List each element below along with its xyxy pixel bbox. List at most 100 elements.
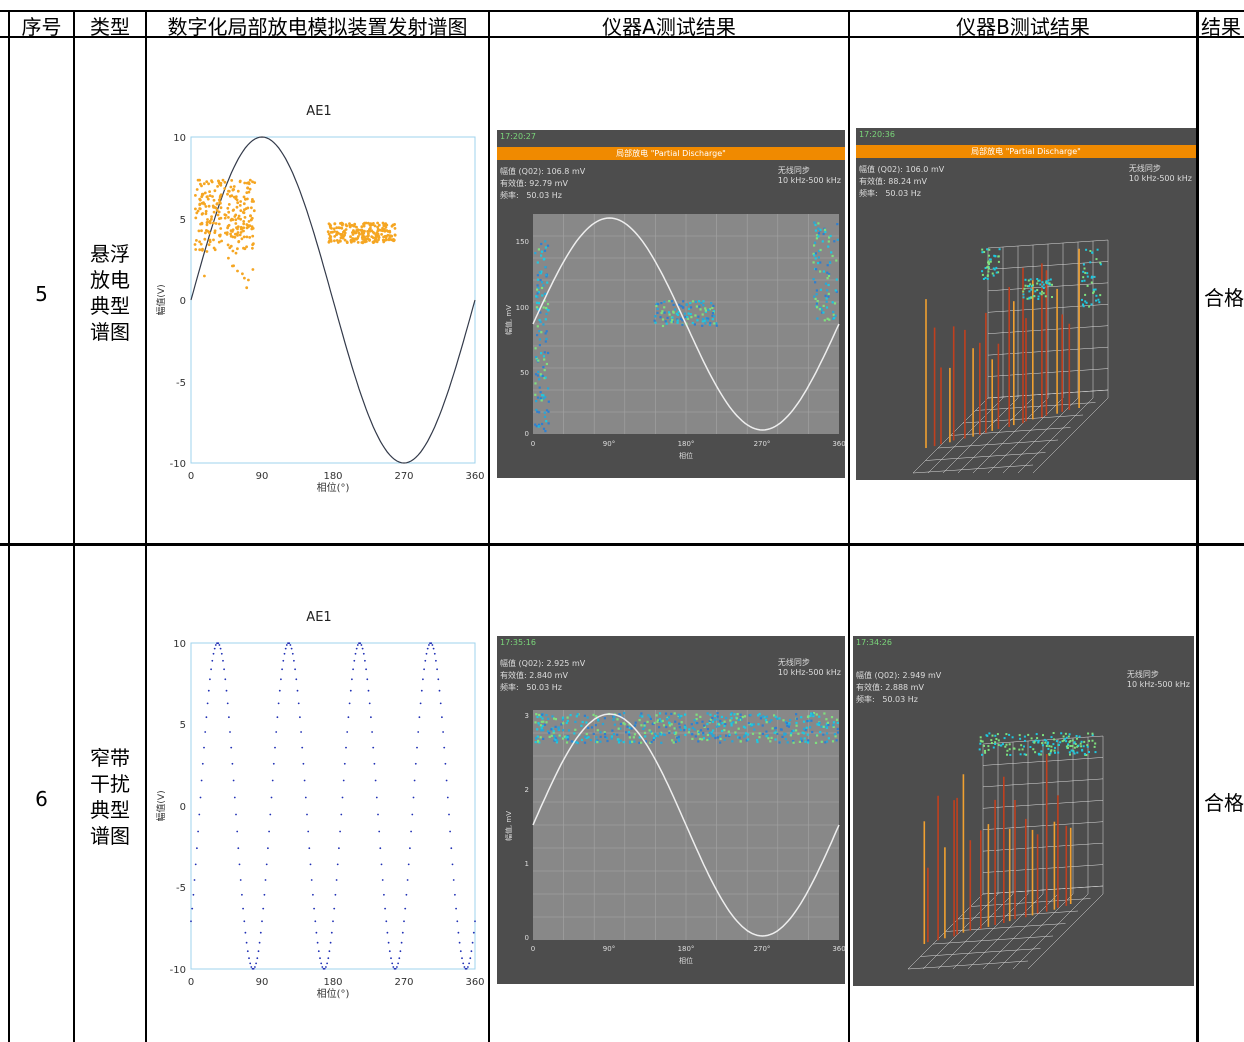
- heat-point: [580, 724, 583, 727]
- heat-point: [1003, 737, 1006, 740]
- heat-point: [984, 749, 986, 752]
- heat-point: [544, 246, 547, 249]
- wave-dot: [467, 966, 469, 968]
- heat-point: [661, 719, 664, 722]
- wave-dot: [377, 813, 379, 816]
- y-tick-label: -5: [176, 378, 186, 389]
- heat-point: [702, 737, 705, 740]
- heat-point: [606, 739, 609, 743]
- heat-point: [1097, 298, 1100, 301]
- heat-point: [819, 730, 822, 734]
- heat-point: [655, 714, 658, 717]
- heat-point: [832, 725, 835, 728]
- grid-line-floor: [942, 397, 1019, 474]
- wave-dot: [307, 830, 310, 833]
- heat-point: [771, 727, 774, 730]
- grid-line-h: [982, 735, 1104, 745]
- heat-point: [995, 266, 998, 269]
- heat-point: [986, 248, 989, 251]
- heat-point: [1020, 744, 1023, 747]
- heat-point: [735, 717, 738, 720]
- heat-point: [1081, 748, 1084, 751]
- heat-point: [827, 283, 830, 287]
- heat-point: [654, 321, 657, 324]
- heat-point: [834, 314, 837, 317]
- heat-point: [823, 319, 826, 322]
- heat-point: [545, 409, 549, 412]
- scatter-point: [231, 209, 235, 212]
- heat-point: [1030, 737, 1033, 740]
- heat-point: [731, 740, 734, 743]
- wave-dot: [278, 689, 281, 692]
- heat-point: [832, 313, 835, 316]
- heat-point: [643, 724, 646, 727]
- wave-dot: [458, 941, 461, 944]
- heat-point: [828, 273, 831, 276]
- y-axis-label: 幅值(V): [155, 790, 167, 821]
- heat-point: [622, 741, 625, 744]
- wave-dot: [255, 962, 257, 965]
- heat-point: [790, 732, 793, 735]
- scatter-point: [198, 207, 202, 211]
- heat-point: [1090, 276, 1093, 279]
- scatter-point: [217, 210, 221, 214]
- heat-point: [1096, 248, 1099, 251]
- y-tick-label: 2: [525, 786, 529, 794]
- heat-point: [981, 270, 984, 273]
- heat-point: [807, 715, 810, 718]
- heat-point: [543, 249, 547, 252]
- scatter-point: [393, 233, 397, 237]
- heat-point: [677, 714, 680, 717]
- heat-point: [541, 724, 544, 728]
- heat-point: [785, 722, 788, 725]
- heat-point: [566, 719, 569, 722]
- heat-point: [544, 266, 547, 269]
- screen-info: 幅值 (Q02): 106.0 mV 有效值: 88.24 mV 频率: 50.…: [859, 165, 945, 198]
- wave-dot: [428, 644, 430, 646]
- heat-point: [1038, 279, 1041, 282]
- heat-point: [690, 723, 693, 726]
- heat-point: [1091, 734, 1094, 736]
- heat-point: [535, 301, 539, 304]
- heat-point: [820, 740, 823, 743]
- heat-point: [1035, 733, 1038, 736]
- y-tick-label: 0: [525, 430, 529, 438]
- heat-point: [1092, 292, 1095, 294]
- scatter-point: [236, 231, 240, 234]
- y-tick-label: 3: [525, 712, 529, 720]
- heat-point: [723, 738, 726, 741]
- heat-point: [788, 723, 791, 726]
- heat-point: [1021, 748, 1024, 751]
- heat-point: [1091, 275, 1093, 278]
- heat-point: [1019, 737, 1022, 740]
- heat-point: [780, 728, 783, 731]
- y-axis-label: 幅值, mV: [504, 305, 513, 335]
- heat-point: [1083, 279, 1086, 282]
- heat-point: [536, 296, 539, 299]
- wave-dot: [456, 920, 459, 923]
- heat-point: [668, 300, 671, 303]
- heat-point: [719, 734, 722, 738]
- heat-point: [597, 718, 600, 721]
- heat-point: [599, 735, 602, 738]
- heat-point: [633, 724, 636, 727]
- heat-point: [988, 254, 990, 257]
- scatter-point: [217, 198, 221, 202]
- heat-point: [595, 736, 598, 739]
- heat-point: [815, 268, 818, 271]
- x-tick-label: 360: [465, 977, 484, 988]
- heat-point: [545, 714, 548, 717]
- wave-dot: [394, 967, 397, 970]
- scatter-point: [245, 181, 249, 185]
- heat-point: [567, 729, 571, 732]
- scatter-point: [383, 234, 387, 238]
- heat-point: [740, 718, 743, 721]
- heat-point: [815, 237, 818, 240]
- screen-info-right: 无线同步 10 kHz-500 kHz: [1126, 670, 1190, 689]
- heat-point: [541, 713, 544, 716]
- scatter-point: [380, 233, 383, 236]
- scatter-point: [219, 206, 223, 210]
- scatter-point: [204, 212, 208, 216]
- scatter-point: [220, 239, 223, 243]
- heat-point: [550, 734, 553, 737]
